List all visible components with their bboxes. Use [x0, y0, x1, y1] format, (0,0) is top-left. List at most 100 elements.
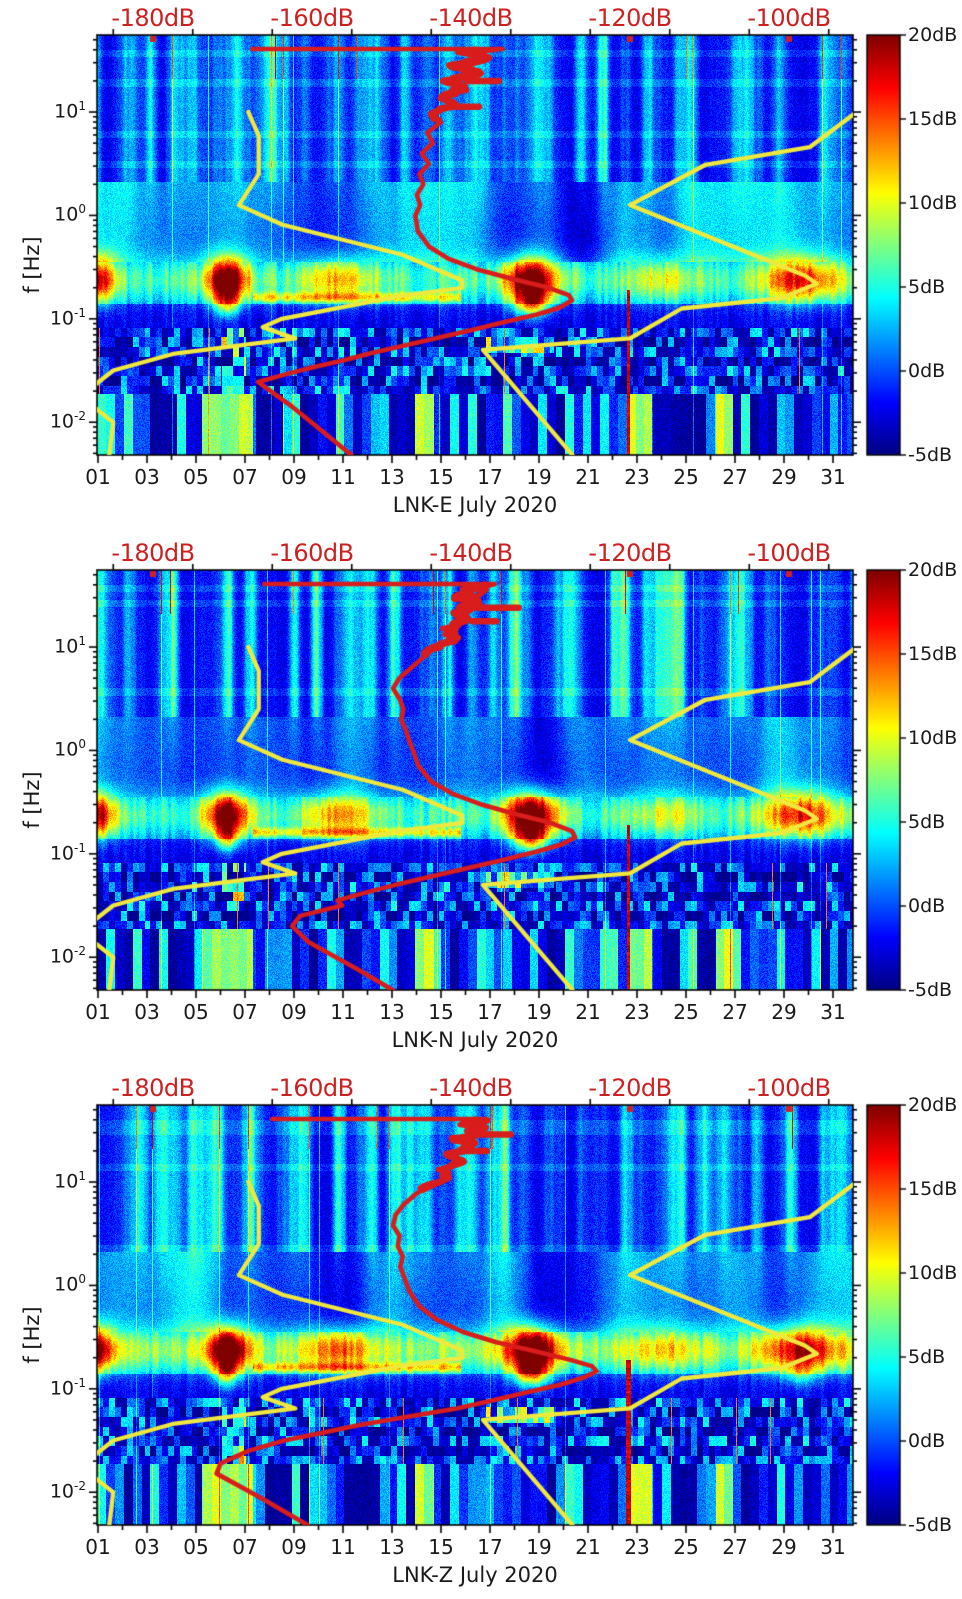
y-tick-label: 10-2 — [49, 409, 86, 433]
colorbar-tick-label: 20dB — [908, 559, 958, 581]
y-tick-label: 100 — [54, 1272, 86, 1296]
x-tick-label: 27 — [722, 1535, 748, 1559]
x-tick-label: 03 — [134, 1535, 160, 1559]
x-tick-label: 19 — [526, 1535, 552, 1559]
x-tick-label: 11 — [330, 1535, 356, 1559]
x-tick-label: 21 — [575, 1000, 601, 1024]
top-db-axis-label: -180dB — [111, 1074, 195, 1102]
axes-curves-canvas-lnk-n — [83, 556, 867, 1004]
x-tick-label: 15 — [428, 1535, 454, 1559]
y-tick-label: 100 — [54, 737, 86, 761]
x-tick-label: 13 — [379, 465, 405, 489]
colorbar-tick-label: 0dB — [908, 895, 946, 917]
x-tick-label: 29 — [771, 465, 797, 489]
top-db-axis-label: -180dB — [111, 539, 195, 567]
x-tick-label: 19 — [526, 465, 552, 489]
x-tick-label: 03 — [134, 1000, 160, 1024]
x-tick-label: 13 — [379, 1535, 405, 1559]
colorbar-tick-label: 10dB — [908, 727, 958, 749]
x-tick-label: 17 — [477, 1535, 503, 1559]
x-tick-label: 25 — [673, 1535, 699, 1559]
top-db-axis-label: -120dB — [588, 4, 672, 32]
y-tick-label: 101 — [54, 1169, 86, 1193]
top-db-axis-label: -100dB — [747, 4, 831, 32]
y-tick-label: 10-1 — [49, 305, 86, 330]
x-tick-label: 21 — [575, 1535, 601, 1559]
colorbar-canvas-lnk-e — [861, 27, 952, 463]
x-tick-label: 25 — [673, 1000, 699, 1024]
colorbar-tick-label: 0dB — [908, 360, 946, 382]
x-tick-label: 15 — [428, 465, 454, 489]
x-tick-label: 23 — [624, 1000, 650, 1024]
x-tick-label: 25 — [673, 465, 699, 489]
top-db-axis-label: -120dB — [588, 539, 672, 567]
y-tick-label: 10-1 — [49, 840, 86, 865]
x-tick-label: 07 — [232, 465, 258, 489]
colorbar-tick-label: 20dB — [908, 1094, 958, 1116]
top-db-axis-label: -160dB — [270, 4, 354, 32]
colorbar-tick-label: 10dB — [908, 1262, 958, 1284]
x-tick-label: 09 — [281, 1000, 307, 1024]
colorbar-canvas-lnk-z — [861, 1097, 952, 1533]
x-tick-label: 11 — [330, 1000, 356, 1024]
colorbar-tick-label: 15dB — [908, 1178, 958, 1200]
top-db-axis-label: -100dB — [747, 1074, 831, 1102]
top-db-axis-label: -140dB — [429, 4, 513, 32]
colorbar-tick-label: -5dB — [908, 444, 953, 466]
x-axis-title: LNK-Z July 2020 — [392, 1563, 558, 1587]
y-tick-label: 10-2 — [49, 1479, 86, 1503]
x-tick-label: 23 — [624, 465, 650, 489]
x-tick-label: 05 — [183, 1000, 209, 1024]
colorbar-tick-label: 0dB — [908, 1430, 946, 1452]
y-tick-label: 10-2 — [49, 944, 86, 968]
x-tick-label: 23 — [624, 1535, 650, 1559]
x-tick-label: 29 — [771, 1000, 797, 1024]
x-tick-label: 05 — [183, 1535, 209, 1559]
y-tick-label: 101 — [54, 634, 86, 658]
top-db-axis-label: -140dB — [429, 539, 513, 567]
x-tick-label: 13 — [379, 1000, 405, 1024]
colorbar-tick-label: 15dB — [908, 643, 958, 665]
x-tick-label: 17 — [477, 1000, 503, 1024]
x-tick-label: 07 — [232, 1000, 258, 1024]
colorbar-tick-label: 15dB — [908, 108, 958, 130]
x-tick-label: 15 — [428, 1000, 454, 1024]
y-tick-label: 100 — [54, 202, 86, 226]
top-db-axis-label: -100dB — [747, 539, 831, 567]
y-tick-label: 101 — [54, 99, 86, 123]
top-db-axis-label: -160dB — [270, 539, 354, 567]
x-tick-label: 09 — [281, 1535, 307, 1559]
axes-curves-canvas-lnk-e — [83, 21, 867, 469]
x-tick-label: 07 — [232, 1535, 258, 1559]
x-tick-label: 17 — [477, 465, 503, 489]
x-tick-label: 03 — [134, 465, 160, 489]
x-tick-label: 31 — [820, 465, 846, 489]
colorbar-tick-label: 10dB — [908, 192, 958, 214]
x-tick-label: 11 — [330, 465, 356, 489]
colorbar-canvas-lnk-n — [861, 562, 952, 998]
x-tick-label: 21 — [575, 465, 601, 489]
x-tick-label: 19 — [526, 1000, 552, 1024]
x-tick-label: 09 — [281, 465, 307, 489]
colorbar-tick-label: 20dB — [908, 24, 958, 46]
colorbar-tick-label: 5dB — [908, 811, 946, 833]
x-axis-title: LNK-E July 2020 — [392, 493, 558, 517]
colorbar-tick-label: 5dB — [908, 276, 946, 298]
y-tick-label: 10-1 — [49, 1375, 86, 1400]
x-tick-label: 31 — [820, 1535, 846, 1559]
axes-curves-canvas-lnk-z — [83, 1091, 867, 1539]
x-axis-title: LNK-N July 2020 — [391, 1028, 559, 1052]
colorbar-tick-label: -5dB — [908, 1514, 953, 1536]
top-db-axis-label: -120dB — [588, 1074, 672, 1102]
x-tick-label: 31 — [820, 1000, 846, 1024]
x-tick-label: 01 — [85, 465, 111, 489]
colorbar-tick-label: -5dB — [908, 979, 953, 1001]
x-tick-label: 29 — [771, 1535, 797, 1559]
x-tick-label: 01 — [85, 1535, 111, 1559]
top-db-axis-label: -180dB — [111, 4, 195, 32]
x-tick-label: 27 — [722, 465, 748, 489]
x-tick-label: 27 — [722, 1000, 748, 1024]
top-db-axis-label: -140dB — [429, 1074, 513, 1102]
x-tick-label: 01 — [85, 1000, 111, 1024]
